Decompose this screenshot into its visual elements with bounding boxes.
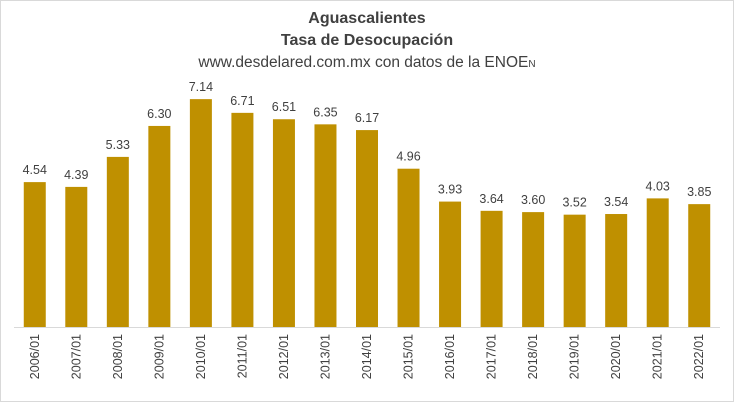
- chart-title: Aguascalientes: [308, 10, 426, 27]
- bar-2006-01: [23, 182, 46, 327]
- chart-source-sub: N: [528, 59, 536, 70]
- x-tick-label: 2011/01: [235, 334, 249, 378]
- value-label: 7.14: [189, 80, 213, 94]
- x-tick-label: 2020/01: [609, 334, 623, 379]
- value-label: 6.30: [147, 107, 171, 121]
- bar-2020-01: [605, 214, 628, 327]
- x-tick-label: 2019/01: [568, 334, 582, 379]
- bar-2013-01: [314, 124, 337, 327]
- bar-2022-01: [688, 204, 711, 327]
- x-tick-label: 2010/01: [194, 334, 208, 379]
- bar-2011-01: [231, 112, 254, 328]
- bar-2012-01: [272, 119, 295, 327]
- bar-2021-01: [646, 198, 669, 327]
- value-label: 3.54: [604, 195, 628, 209]
- value-label: 4.39: [64, 168, 88, 182]
- x-tick-label: 2013/01: [318, 334, 332, 379]
- x-tick-label: 2012/01: [277, 334, 291, 379]
- value-label: 3.93: [438, 183, 462, 197]
- value-label: 4.54: [23, 163, 47, 177]
- chart-source-main: www.desdelared.com.mx con datos de la EN…: [198, 54, 529, 71]
- value-label: 4.03: [646, 179, 670, 193]
- value-label: 6.51: [272, 100, 296, 114]
- chart-subtitle: Tasa de Desocupación: [280, 32, 454, 49]
- value-label: 5.33: [106, 138, 130, 152]
- bar-2018-01: [522, 212, 545, 327]
- bar-2009-01: [148, 125, 171, 327]
- x-tick-label: 2015/01: [402, 334, 416, 379]
- chart-source: www.desdelared.com.mx con datos de la EN…: [0, 52, 734, 76]
- x-tick-label: 2009/01: [152, 334, 166, 379]
- x-tick-label: 2007/01: [69, 334, 83, 379]
- tick-labels-group: 2006/01 2007/01 2008/01 2009/01 2010/01 2011/…: [28, 334, 706, 379]
- bar-2016-01: [439, 201, 462, 327]
- x-tick-label: 2008/01: [111, 334, 125, 379]
- x-tick-label: 2018/01: [526, 334, 540, 379]
- bar-2017-01: [480, 210, 503, 327]
- x-tick-label: 2016/01: [443, 334, 457, 379]
- bar-2008-01: [106, 156, 129, 327]
- value-label: 4.96: [396, 150, 420, 164]
- x-tick-label: 2006/01: [28, 334, 42, 379]
- x-tick-label: 2014/01: [360, 334, 374, 379]
- x-tick-label: 2022/01: [692, 334, 706, 379]
- bar-2015-01: [397, 168, 420, 327]
- x-tick-label: 2017/01: [485, 334, 499, 379]
- x-tick-label: 2021/01: [651, 334, 665, 379]
- value-label: 6.35: [313, 105, 337, 119]
- bars-group: [23, 99, 711, 328]
- value-labels-group: 4.54 4.39 5.33 6.30 7.14 6.71 6.51 6.35 6.17 4.96…: [23, 80, 712, 210]
- bar-2007-01: [65, 186, 88, 327]
- value-label: 3.60: [521, 193, 545, 207]
- value-label: 6.71: [230, 94, 254, 108]
- bar-2019-01: [563, 214, 586, 327]
- bar-2014-01: [356, 130, 378, 327]
- bar-2010-01: [189, 99, 212, 328]
- chart-title-block: Aguascalientes Tasa de Desocupación www.…: [0, 8, 734, 76]
- value-label: 3.64: [479, 192, 503, 206]
- value-label: 3.85: [687, 185, 711, 199]
- value-label: 6.17: [355, 111, 379, 125]
- value-label: 3.52: [562, 196, 586, 210]
